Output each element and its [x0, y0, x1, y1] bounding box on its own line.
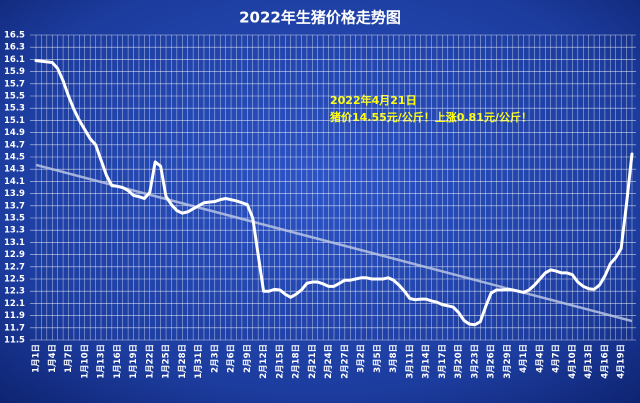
x-tick-label: 3月29日 — [503, 344, 513, 379]
x-tick-label: 4月10日 — [568, 344, 578, 379]
y-tick-label: 12.3 — [4, 287, 25, 297]
y-tick-label: 15.3 — [4, 104, 25, 114]
x-tick-label: 1月7日 — [64, 344, 74, 373]
x-tick-label: 3月17日 — [438, 344, 448, 379]
y-tick-label: 13.9 — [4, 189, 25, 199]
y-tick-label: 12.7 — [4, 262, 25, 272]
x-tick-label: 2月3日 — [210, 344, 220, 373]
x-tick-label: 1月10日 — [80, 344, 90, 379]
y-tick-label: 12.1 — [4, 299, 25, 309]
x-tick-label: 2月6日 — [227, 344, 237, 373]
x-tick-label: 4月13日 — [584, 344, 594, 379]
x-tick-label: 3月11日 — [405, 344, 415, 379]
x-tick-label: 3月8日 — [389, 344, 399, 373]
y-tick-label: 15.1 — [4, 116, 25, 126]
y-tick-label: 13.3 — [4, 226, 25, 236]
y-tick-label: 13.1 — [4, 238, 25, 248]
y-tick-label: 13.7 — [4, 201, 25, 211]
x-tick-label: 4月1日 — [519, 344, 529, 373]
annotation: 猪价14.55元/公斤！上涨0.81元/公斤！ — [329, 110, 532, 124]
x-tick-label: 3月5日 — [373, 344, 383, 373]
y-tick-label: 15.5 — [4, 92, 25, 102]
annotation: 2022年4月21日 — [330, 93, 417, 107]
y-tick-label: 14.1 — [4, 177, 25, 187]
x-tick-label: 3月23日 — [470, 344, 480, 379]
y-tick-label: 14.5 — [4, 153, 25, 163]
y-tick-label: 16.1 — [4, 55, 25, 65]
x-tick-label: 2月12日 — [259, 344, 269, 379]
x-tick-label: 1月13日 — [97, 344, 107, 379]
y-tick-label: 13.5 — [4, 214, 25, 224]
x-tick-label: 3月2日 — [357, 344, 367, 373]
x-tick-label: 1月28日 — [178, 344, 188, 379]
x-tick-label: 3月26日 — [487, 344, 497, 379]
chart-title: 2022年生猪价格走势图 — [239, 9, 401, 27]
x-tick-label: 1月4日 — [48, 344, 58, 373]
x-tick-label: 2月27日 — [340, 344, 350, 379]
y-tick-label: 12.5 — [4, 275, 25, 285]
y-tick-label: 14.7 — [4, 140, 25, 150]
x-tick-label: 2月24日 — [324, 344, 334, 379]
price-line — [34, 59, 634, 327]
y-tick-label: 11.5 — [4, 336, 25, 346]
x-tick-label: 2月21日 — [308, 344, 318, 379]
x-tick-label: 1月19日 — [129, 344, 139, 379]
y-tick-label: 15.7 — [4, 79, 25, 89]
trend-line — [35, 163, 633, 323]
x-tick-label: 3月20日 — [454, 344, 464, 379]
y-tick-label: 16.3 — [4, 43, 25, 53]
y-tick-label: 14.9 — [4, 128, 25, 138]
y-tick-label: 11.7 — [4, 323, 25, 333]
x-tick-label: 4月19日 — [617, 344, 627, 379]
x-tick-label: 3月14日 — [422, 344, 432, 379]
x-tick-label: 1月25日 — [162, 344, 172, 379]
x-tick-label: 1月16日 — [113, 344, 123, 379]
y-tick-label: 11.9 — [4, 311, 25, 321]
y-tick-label: 14.3 — [4, 165, 25, 175]
y-tick-label: 12.9 — [4, 250, 25, 260]
x-tick-label: 2月18日 — [292, 344, 302, 379]
x-tick-label: 1月1日 — [32, 344, 42, 373]
y-tick-label: 15.9 — [4, 67, 25, 77]
x-tick-label: 2月15日 — [275, 344, 285, 379]
x-tick-label: 1月31日 — [194, 344, 204, 379]
x-tick-label: 4月7日 — [552, 344, 562, 373]
x-tick-label: 1月22日 — [145, 344, 155, 379]
x-tick-label: 4月4日 — [535, 344, 545, 373]
y-tick-label: 16.5 — [4, 31, 25, 41]
x-tick-label: 4月16日 — [600, 344, 610, 379]
x-tick-label: 2月9日 — [243, 344, 253, 373]
